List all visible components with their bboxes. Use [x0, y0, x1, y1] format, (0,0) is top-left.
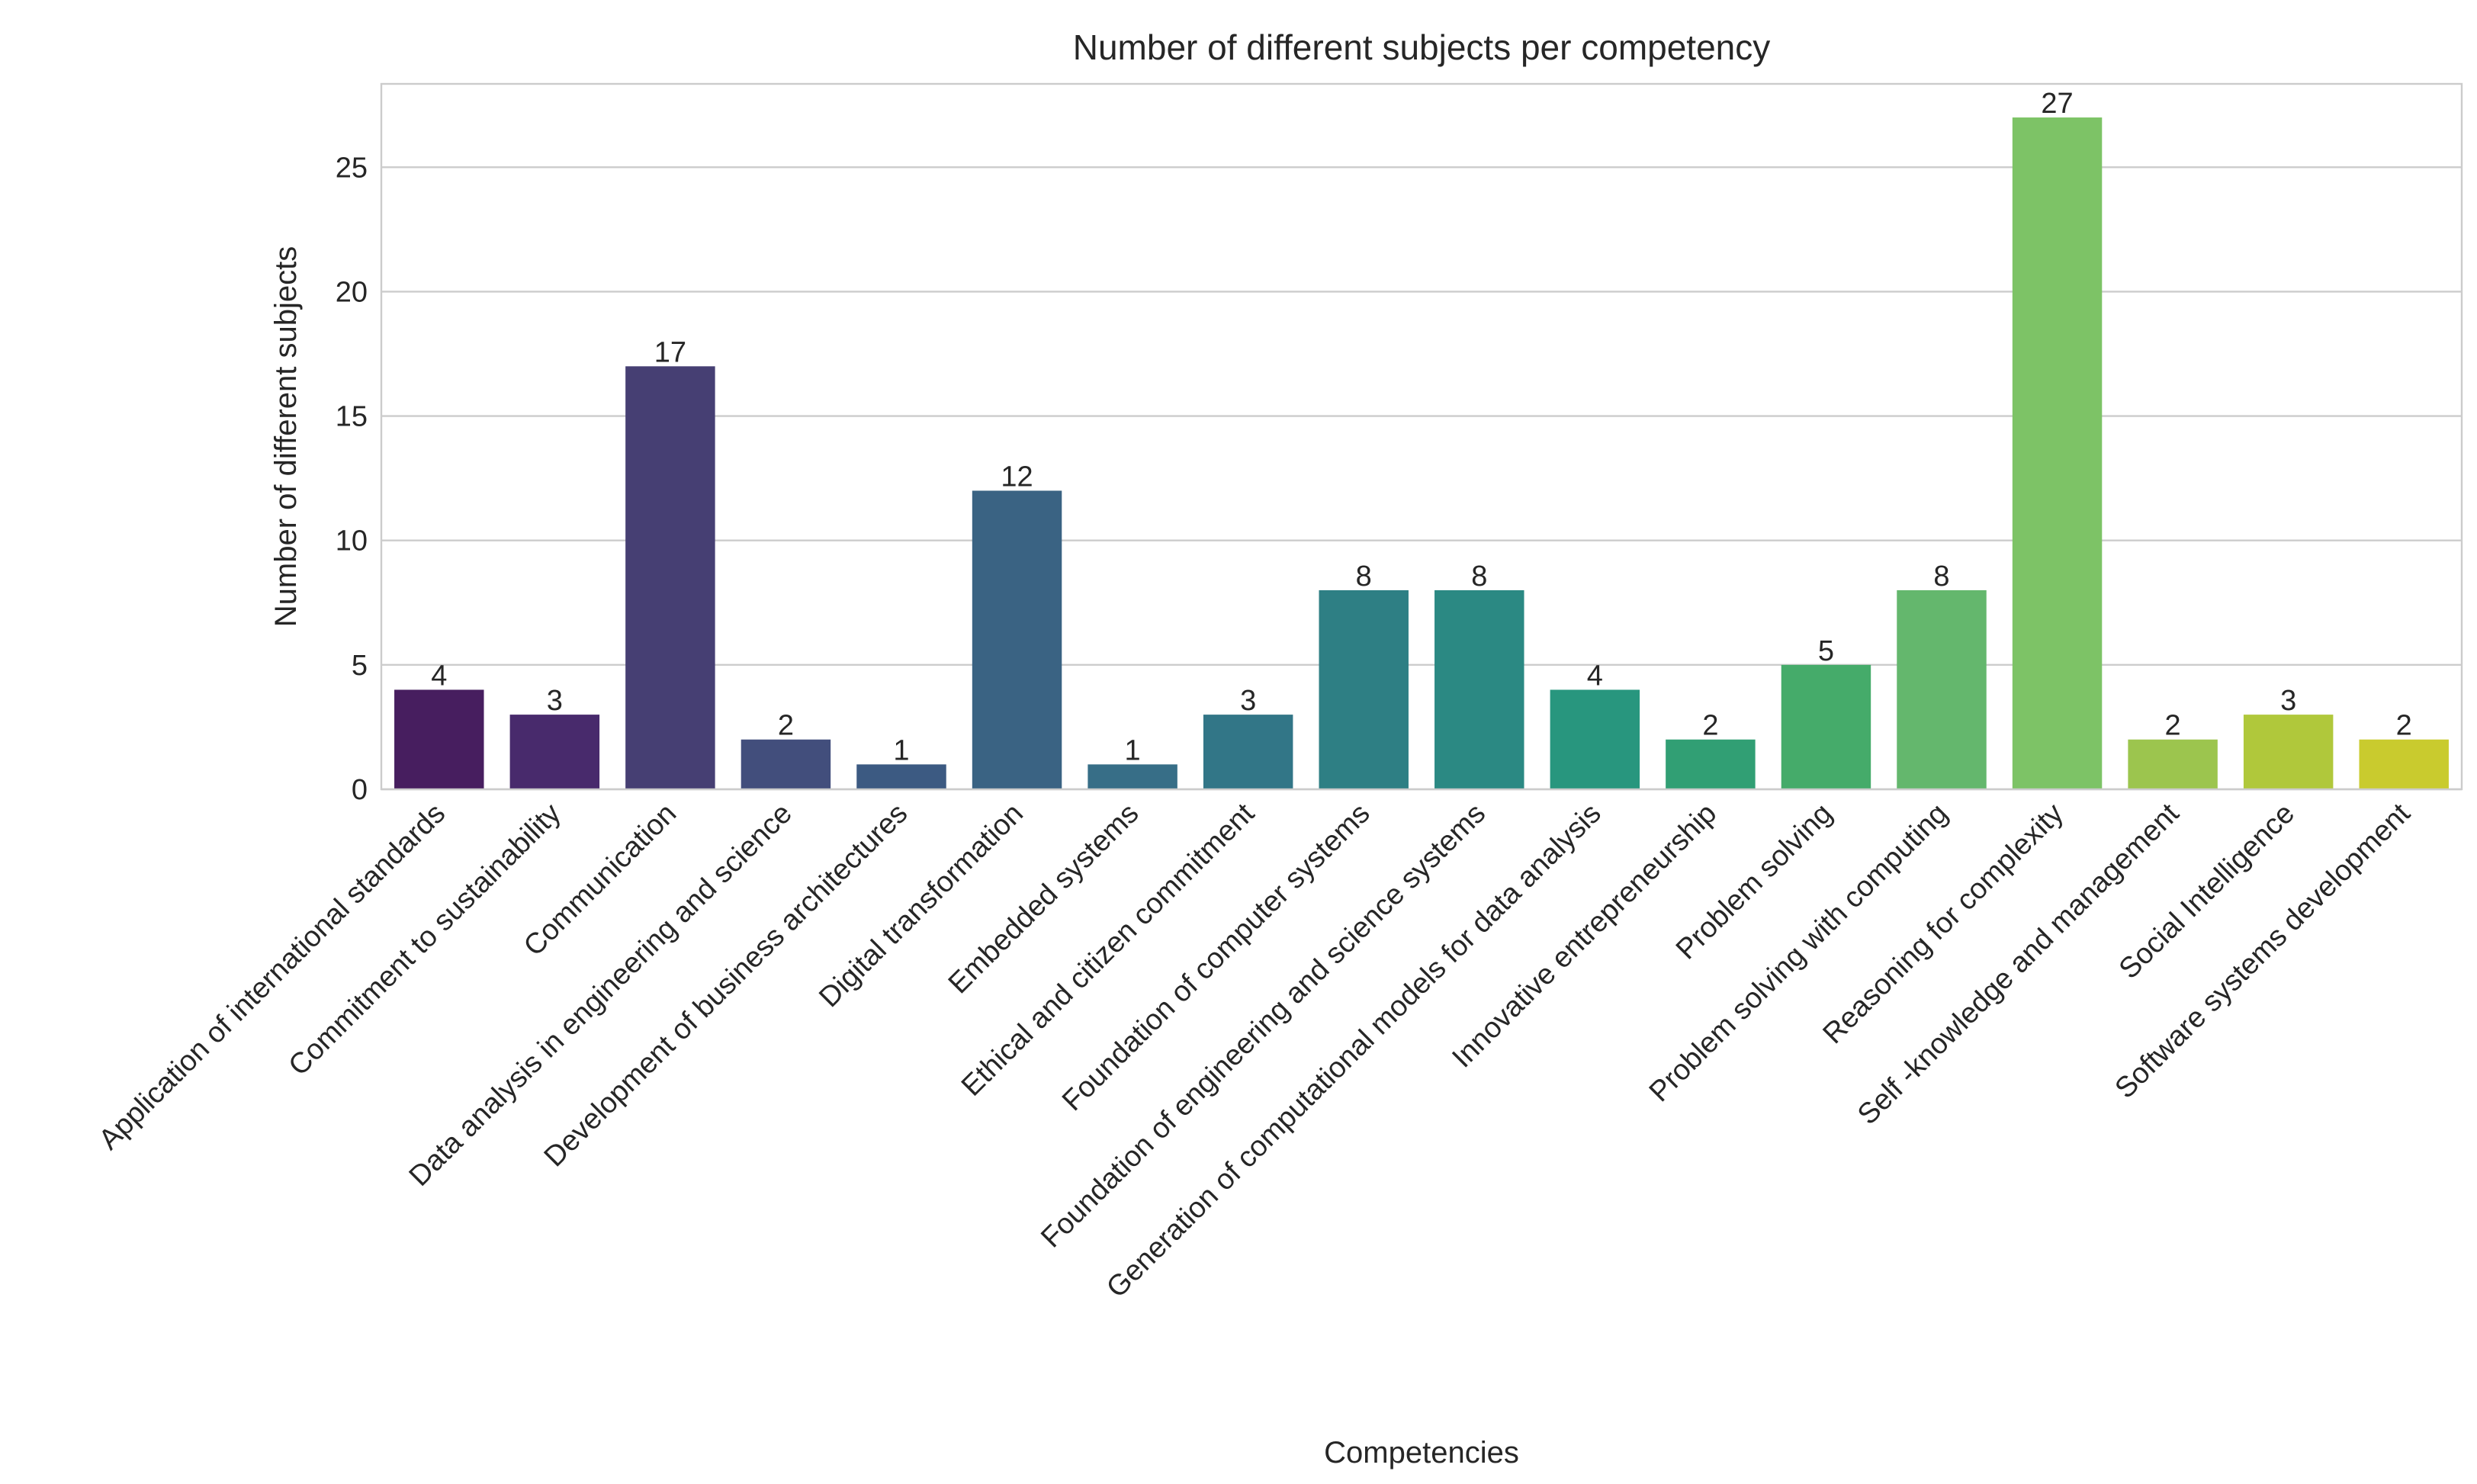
- data-label: 3: [547, 685, 563, 717]
- data-label: 27: [2041, 88, 2073, 120]
- bar: [1434, 589, 1524, 789]
- y-axis-label: Number of different subjects: [269, 246, 303, 628]
- bar: [1897, 589, 1987, 789]
- data-label: 8: [1471, 561, 1487, 593]
- data-label: 2: [2396, 710, 2412, 742]
- data-label: 4: [431, 660, 447, 692]
- y-tick-label: 15: [336, 401, 368, 433]
- data-label: 1: [1125, 734, 1141, 766]
- bar: [2128, 739, 2218, 789]
- bar: [394, 689, 484, 789]
- data-label: 2: [1702, 710, 1718, 742]
- bar: [625, 366, 715, 789]
- chart-title: Number of different subjects per compete…: [1073, 27, 1771, 67]
- bar: [1781, 664, 1871, 789]
- y-tick-labels: 0 5 10 15 20 25: [336, 152, 368, 806]
- plot-frame: [380, 82, 2463, 791]
- x-tick-label: Reasoning for complexity: [1817, 798, 2070, 1050]
- data-label: 2: [2165, 710, 2181, 742]
- data-label: 17: [654, 336, 686, 368]
- y-tick-label: 0: [352, 774, 368, 806]
- bar: [1088, 764, 1177, 789]
- data-label: 1: [893, 734, 909, 766]
- bar: [1666, 739, 1756, 789]
- bar: [1319, 589, 1409, 789]
- bar: [1203, 715, 1293, 789]
- bars-group: [394, 117, 2449, 790]
- bar: [1550, 689, 1640, 789]
- bar: [2359, 739, 2449, 789]
- data-label: 12: [1001, 461, 1033, 493]
- data-label: 4: [1587, 660, 1603, 692]
- bar: [741, 739, 831, 789]
- y-tick-label: 10: [336, 525, 368, 557]
- data-label: 2: [778, 710, 794, 742]
- y-tick-label: 20: [336, 276, 368, 308]
- data-label: 8: [1933, 561, 1949, 593]
- y-tick-label: 5: [352, 650, 368, 682]
- x-tick-labels: Application of international standardsCo…: [93, 797, 2417, 1304]
- data-label: 3: [1240, 685, 1256, 717]
- bar: [856, 764, 946, 789]
- data-labels: 4 3 17 2 1 12 1 3 8 8 4 2 5 8 27 2 3 2: [431, 88, 2412, 766]
- x-tick-label: Foundation of engineering and science sy…: [1035, 798, 1492, 1254]
- bar: [509, 715, 600, 789]
- data-label: 5: [1818, 635, 1834, 667]
- data-label: 3: [2280, 685, 2296, 717]
- bar: [2012, 117, 2103, 790]
- x-tick-label: Embedded systems: [943, 798, 1145, 1001]
- bar: [2243, 715, 2334, 789]
- x-tick-label: Digital transformation: [813, 798, 1030, 1014]
- data-label: 8: [1356, 561, 1372, 593]
- bar: [972, 490, 1062, 789]
- x-axis-label: Competencies: [1324, 1436, 1519, 1470]
- y-tick-label: 25: [336, 152, 368, 184]
